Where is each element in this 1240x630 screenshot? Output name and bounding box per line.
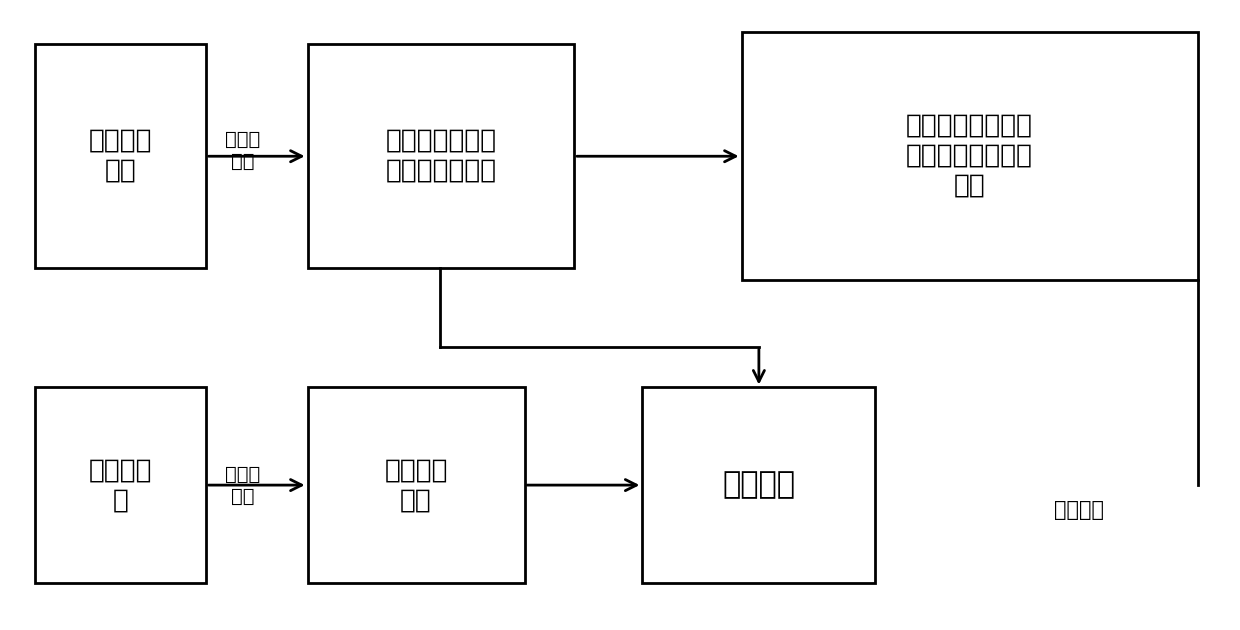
FancyBboxPatch shape (742, 32, 1198, 280)
Text: 输出结果: 输出结果 (1054, 500, 1104, 520)
Text: 转轴新数
据: 转轴新数 据 (88, 457, 153, 513)
FancyBboxPatch shape (35, 387, 206, 583)
Text: 训练好的
模型: 训练好的 模型 (384, 457, 448, 513)
FancyBboxPatch shape (308, 387, 525, 583)
Text: 构建转轴正常运
行时的温度模型: 构建转轴正常运 行时的温度模型 (386, 128, 496, 184)
FancyBboxPatch shape (642, 387, 875, 583)
FancyBboxPatch shape (35, 44, 206, 268)
Text: 分析转轴正常运行
时残差特性并确定
阈值: 分析转轴正常运行 时残差特性并确定 阈值 (906, 113, 1033, 199)
Text: 数据预
处理: 数据预 处理 (226, 129, 260, 171)
Text: 残差分析: 残差分析 (723, 471, 795, 500)
Text: 转轴历史
数据: 转轴历史 数据 (88, 128, 153, 184)
Text: 数据预
处理: 数据预 处理 (226, 464, 260, 506)
FancyBboxPatch shape (308, 44, 574, 268)
